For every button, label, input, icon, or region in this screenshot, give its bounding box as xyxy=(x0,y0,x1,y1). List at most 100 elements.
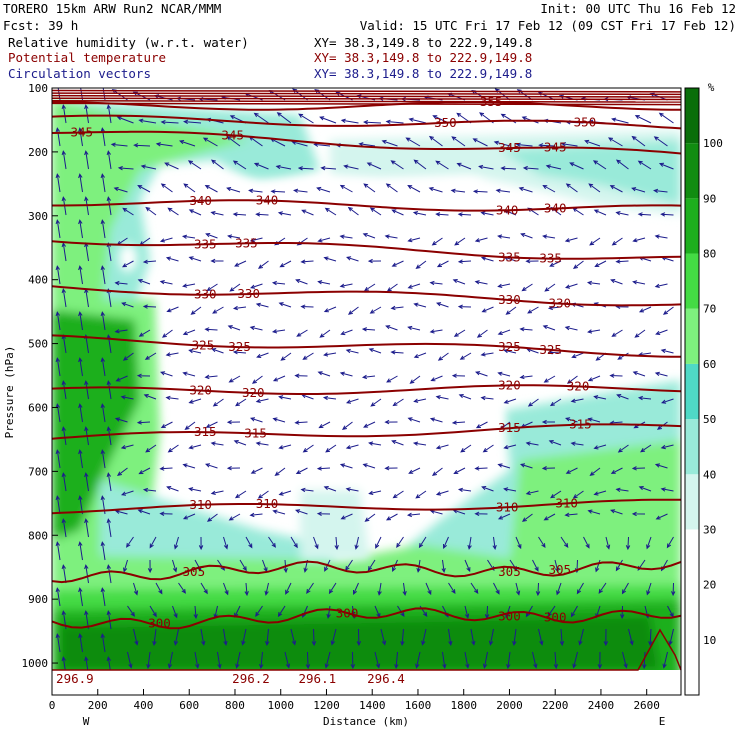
x-axis-east-label: E xyxy=(659,715,666,728)
circulation-vector xyxy=(78,311,83,331)
circulation-vector xyxy=(503,444,517,450)
circulation-vector xyxy=(640,444,652,453)
theta-contour-label: 345 xyxy=(498,140,521,155)
circulation-vector xyxy=(570,398,584,403)
circulation-vector xyxy=(205,421,218,428)
colorbar-level-label: 70 xyxy=(703,303,716,316)
circulation-vector xyxy=(421,628,427,646)
circulation-vector xyxy=(294,373,308,378)
circulation-vector xyxy=(431,237,443,246)
circulation-vector xyxy=(429,329,443,334)
circulation-vector xyxy=(232,160,247,170)
circulation-vector xyxy=(632,371,646,377)
circulation-vector xyxy=(343,164,359,170)
circulation-vector xyxy=(400,628,405,647)
circulation-vector xyxy=(127,605,135,617)
circulation-vector xyxy=(190,306,202,315)
plot-frame xyxy=(51,87,682,696)
circulation-vector xyxy=(547,305,562,311)
surface-theta-label: 296.9 xyxy=(56,671,94,686)
colorbar-swatch xyxy=(685,253,699,309)
colorbar-swatch xyxy=(685,363,699,420)
circulation-vector xyxy=(149,605,157,618)
circulation-vector xyxy=(166,486,179,492)
circulation-vector xyxy=(78,127,83,147)
circulation-vector xyxy=(615,211,629,216)
circulation-vector xyxy=(522,165,539,171)
circulation-vector xyxy=(658,112,674,124)
circulation-vector xyxy=(55,127,61,147)
circulation-vector xyxy=(481,306,494,313)
theta-contour-label: 310 xyxy=(256,496,279,511)
circulation-vector xyxy=(521,283,533,292)
circulation-vector xyxy=(210,441,224,446)
circulation-vector xyxy=(226,465,241,471)
circulation-vector xyxy=(251,375,263,384)
circulation-vector xyxy=(55,449,61,469)
theta-contour-label: 340 xyxy=(256,193,279,208)
theta-contour-label: 325 xyxy=(228,339,251,354)
circulation-vector xyxy=(544,283,556,292)
circulation-vector xyxy=(155,582,163,595)
circulation-vector xyxy=(78,173,83,193)
circulation-vector xyxy=(654,234,668,239)
circulation-vector xyxy=(250,467,263,474)
circulation-vector xyxy=(515,536,522,550)
circulation-vector xyxy=(140,164,157,170)
circulation-vector xyxy=(512,628,517,647)
circulation-vector xyxy=(654,463,668,469)
theta-contour-label: 335 xyxy=(539,251,562,266)
circulation-vector xyxy=(520,233,533,239)
circulation-vector xyxy=(538,628,544,646)
circulation-vector xyxy=(226,135,241,147)
circulation-vector xyxy=(100,587,106,607)
circulation-vector xyxy=(183,183,196,193)
circulation-vector xyxy=(497,463,511,469)
circulation-vector xyxy=(165,395,179,401)
circulation-vector xyxy=(506,651,511,670)
colorbar-swatch xyxy=(685,639,699,695)
circulation-vector xyxy=(276,112,292,124)
x-tick-label: 400 xyxy=(134,699,154,712)
circulation-vector xyxy=(78,633,83,653)
circulation-vector xyxy=(350,651,356,670)
circulation-vector xyxy=(646,582,652,596)
circulation-vector xyxy=(542,325,556,331)
circulation-vector xyxy=(658,162,674,170)
circulation-vector xyxy=(272,417,286,423)
circulation-vector xyxy=(609,185,623,193)
circulation-vector xyxy=(234,490,247,499)
circulation-vector xyxy=(366,162,382,170)
circulation-vector xyxy=(457,487,472,493)
circulation-vector xyxy=(116,467,128,476)
x-tick-label: 1200 xyxy=(313,699,340,712)
circulation-vector xyxy=(593,395,607,400)
circulation-vector xyxy=(164,162,179,170)
circulation-vector xyxy=(277,605,286,618)
circulation-vector xyxy=(385,183,398,193)
circulation-vector xyxy=(138,329,151,337)
circulation-vector xyxy=(55,357,61,377)
circulation-vector xyxy=(475,421,488,429)
circulation-vector xyxy=(316,186,331,193)
circulation-vector xyxy=(527,398,539,407)
circulation-vector xyxy=(210,159,224,170)
circulation-vector xyxy=(217,651,222,669)
x-tick-label: 800 xyxy=(225,699,245,712)
theta-contour-label: 340 xyxy=(544,201,567,216)
circulation-vector xyxy=(587,417,601,423)
colorbar-level-label: 10 xyxy=(703,634,716,647)
theta-contour-310 xyxy=(52,498,681,515)
circulation-vector xyxy=(541,466,556,471)
circulation-vector xyxy=(413,398,427,403)
circulation-vector xyxy=(368,490,382,495)
circulation-vector xyxy=(302,444,314,453)
circulation-vector xyxy=(61,426,67,446)
circulation-vector xyxy=(55,265,61,285)
circulation-vector xyxy=(257,260,269,269)
circulation-vector xyxy=(559,628,565,647)
theta-contour-label: 325 xyxy=(192,338,215,353)
circulation-vector xyxy=(165,256,179,262)
circulation-vector xyxy=(318,421,331,429)
circulation-vector xyxy=(296,329,308,337)
